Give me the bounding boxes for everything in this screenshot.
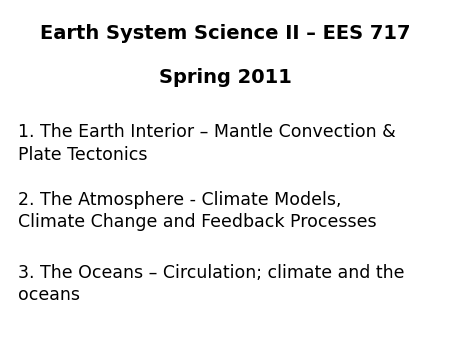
Text: 1. The Earth Interior – Mantle Convection &
Plate Tectonics: 1. The Earth Interior – Mantle Convectio… [18, 123, 396, 164]
Text: 3. The Oceans – Circulation; climate and the
oceans: 3. The Oceans – Circulation; climate and… [18, 264, 405, 304]
Text: Earth System Science II – EES 717: Earth System Science II – EES 717 [40, 24, 410, 43]
Text: 2. The Atmosphere - Climate Models,
Climate Change and Feedback Processes: 2. The Atmosphere - Climate Models, Clim… [18, 191, 377, 231]
Text: Spring 2011: Spring 2011 [158, 68, 292, 87]
